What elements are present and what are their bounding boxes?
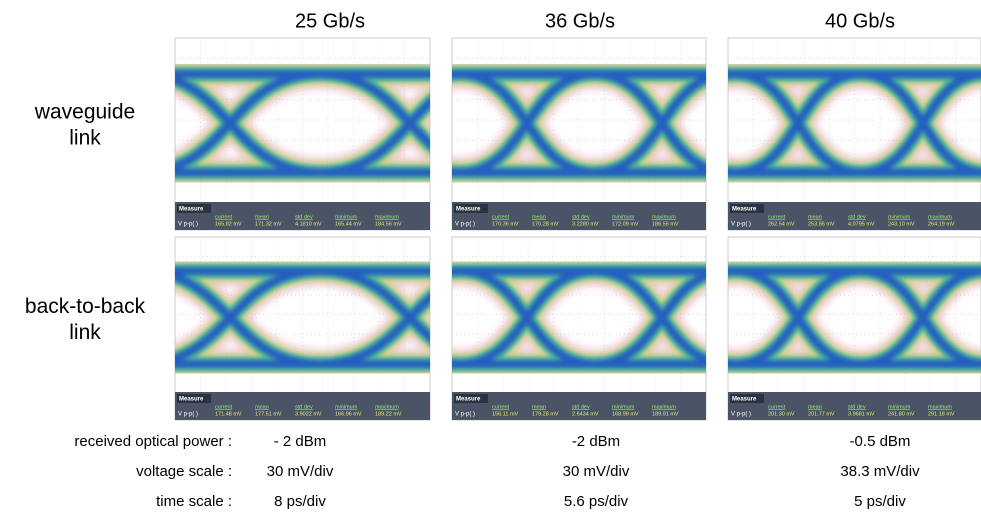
measure-tab-label: Measure <box>732 397 757 403</box>
measure-row-label: V p-p( ) <box>455 412 475 418</box>
parameter-label: received optical power : <box>74 433 232 450</box>
parameter-value: -2 dBm <box>572 433 620 450</box>
measure-value: 201.30 mV <box>768 411 795 417</box>
measure-header: std dev <box>295 404 313 410</box>
measure-value: 156.11 mV <box>492 411 519 417</box>
parameter-label: voltage scale : <box>136 463 232 480</box>
measure-value: 165.82 mV <box>215 221 242 227</box>
measure-value: 3.2280 mV <box>572 221 599 227</box>
measure-tab-label: Measure <box>179 207 204 213</box>
measure-tab-label: Measure <box>179 397 204 403</box>
measure-header: minimum <box>335 214 358 220</box>
measure-row-label: V p-p( ) <box>731 412 751 418</box>
measure-header: mean <box>532 214 546 220</box>
measure-header: maximum <box>375 214 399 220</box>
measure-header: current <box>492 404 510 410</box>
figure: 25 Gb/s 36 Gb/s 40 Gb/s waveguide link back-t… <box>0 0 981 515</box>
measure-value: 253.86 mV <box>808 221 835 227</box>
measure-value: 264.19 mV <box>928 221 955 227</box>
row-label: waveguide <box>34 101 135 124</box>
measure-value: 241.80 mV <box>888 411 915 417</box>
measure-tab-label: Measure <box>456 207 481 213</box>
measure-header: current <box>215 214 233 220</box>
measure-value: 4.0795 mV <box>848 221 875 227</box>
measure-value: 168.99 mV <box>612 411 639 417</box>
column-header: 36 Gb/s <box>545 10 615 32</box>
parameter-value: 5.6 ps/div <box>564 493 629 510</box>
measure-row-label: V p-p( ) <box>731 222 751 228</box>
measure-value: 184.56 mV <box>375 221 402 227</box>
measure-header: current <box>215 404 233 410</box>
measure-value: 4.1810 mV <box>295 221 322 227</box>
measure-value: 172.09 mV <box>612 221 639 227</box>
measure-value: 177.51 mV <box>255 411 282 417</box>
measure-value: 170.36 mV <box>492 221 519 227</box>
measure-value: 201.77 mV <box>808 411 835 417</box>
measure-value: 189.22 mV <box>375 411 402 417</box>
measure-value: 3.9022 mV <box>295 411 322 417</box>
parameter-value: - 2 dBm <box>274 433 327 450</box>
measure-header: maximum <box>928 214 952 220</box>
measure-header: maximum <box>375 404 399 410</box>
measure-header: std dev <box>572 404 590 410</box>
measure-value: 243.10 mV <box>888 221 915 227</box>
measure-value: 171.32 mV <box>255 221 282 227</box>
parameter-label: time scale : <box>156 493 232 510</box>
measure-value: 2.6434 mV <box>572 411 599 417</box>
measure-header: std dev <box>295 214 313 220</box>
measure-value: 171.48 mV <box>215 411 242 417</box>
measure-row-label: V p-p( ) <box>455 222 475 228</box>
measure-header: maximum <box>928 404 952 410</box>
measure-header: mean <box>255 404 269 410</box>
measure-header: mean <box>808 404 822 410</box>
measure-header: maximum <box>652 214 676 220</box>
measure-tab-label: Measure <box>732 207 757 213</box>
measure-value: 170.28 mV <box>532 221 559 227</box>
row-label: link <box>69 321 101 344</box>
measure-value: 165.44 mV <box>335 221 362 227</box>
measure-tab-label: Measure <box>456 397 481 403</box>
measure-header: current <box>768 214 786 220</box>
measure-header: maximum <box>652 404 676 410</box>
measure-row-label: V p-p( ) <box>178 412 198 418</box>
measure-value: 179.28 mV <box>532 411 559 417</box>
column-header: 40 Gb/s <box>825 10 895 32</box>
measure-header: std dev <box>848 214 866 220</box>
measure-value: 3.9681 mV <box>848 411 875 417</box>
row-label: link <box>69 127 101 150</box>
measure-header: mean <box>255 214 269 220</box>
measure-header: current <box>492 214 510 220</box>
measure-header: std dev <box>848 404 866 410</box>
measure-value: 291.18 mV <box>928 411 955 417</box>
parameter-value: -0.5 dBm <box>850 433 911 450</box>
measure-value: 166.96 mV <box>335 411 362 417</box>
measure-row-label: V p-p( ) <box>178 222 198 228</box>
measure-header: minimum <box>612 214 635 220</box>
measure-value: 186.55 mV <box>652 221 679 227</box>
parameter-value: 8 ps/div <box>274 493 326 510</box>
measure-header: minimum <box>888 404 911 410</box>
measure-header: mean <box>808 214 822 220</box>
parameter-value: 38.3 mV/div <box>840 463 920 480</box>
measure-value: 189.91 mV <box>652 411 679 417</box>
parameter-value: 30 mV/div <box>267 463 334 480</box>
measure-header: minimum <box>888 214 911 220</box>
measure-header: current <box>768 404 786 410</box>
measure-header: minimum <box>612 404 635 410</box>
measure-header: minimum <box>335 404 358 410</box>
parameter-value: 5 ps/div <box>854 493 906 510</box>
row-label: back-to-back <box>25 295 146 318</box>
parameter-value: 30 mV/div <box>563 463 630 480</box>
measure-value: 262.54 mV <box>768 221 795 227</box>
measure-header: std dev <box>572 214 590 220</box>
measure-header: mean <box>532 404 546 410</box>
column-header: 25 Gb/s <box>295 10 365 32</box>
